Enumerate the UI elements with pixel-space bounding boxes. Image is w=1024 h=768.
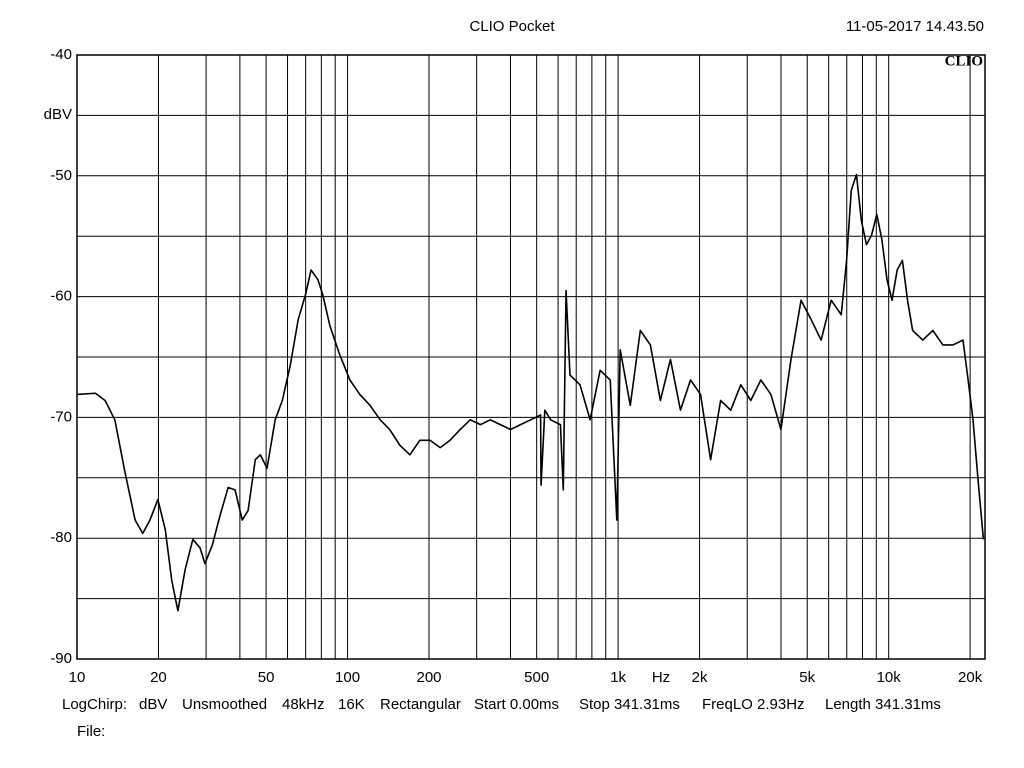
footer-item: Rectangular [380, 696, 461, 713]
x-tick-label: 200 [416, 669, 441, 686]
footer-item: 16K [338, 696, 365, 713]
x-tick-label: 20 [150, 669, 167, 686]
x-tick-label: 1k [610, 669, 626, 686]
chart-title: CLIO Pocket [469, 18, 555, 35]
x-tick-label: 10k [877, 669, 902, 686]
x-tick-label: 10 [69, 669, 86, 686]
x-tick-label: 100 [335, 669, 360, 686]
footer-item: Unsmoothed [182, 696, 267, 713]
x-tick-label: 20k [958, 669, 983, 686]
footer-item: Length 341.31ms [825, 696, 941, 713]
footer-item: Start 0.00ms [474, 696, 559, 713]
footer-item: Stop 341.31ms [579, 696, 680, 713]
data-line [76, 173, 985, 612]
x-tick-label: 2k [692, 669, 708, 686]
x-tick-label: 500 [524, 669, 549, 686]
y-tick-label: -50 [50, 167, 72, 184]
y-tick-label: -60 [50, 288, 72, 305]
x-axis-label: Hz [652, 669, 670, 686]
y-tick-label: -40 [50, 46, 72, 63]
x-tick-label: 50 [258, 669, 275, 686]
x-tick-label: 5k [799, 669, 815, 686]
footer-item: LogChirp: [62, 696, 127, 713]
y-tick-label: -80 [50, 529, 72, 546]
y-tick-label: -90 [50, 650, 72, 667]
footer-item: FreqLO 2.93Hz [702, 696, 805, 713]
plot-frame [76, 54, 986, 660]
logo: CLIO [945, 53, 983, 69]
timestamp: 11-05-2017 14.43.50 [846, 18, 984, 35]
file-label: File: [77, 723, 105, 740]
y-tick-label: -70 [50, 408, 72, 425]
y-axis-label: dBV [44, 106, 72, 123]
footer-item: dBV [139, 696, 167, 713]
footer-item: 48kHz [282, 696, 325, 713]
